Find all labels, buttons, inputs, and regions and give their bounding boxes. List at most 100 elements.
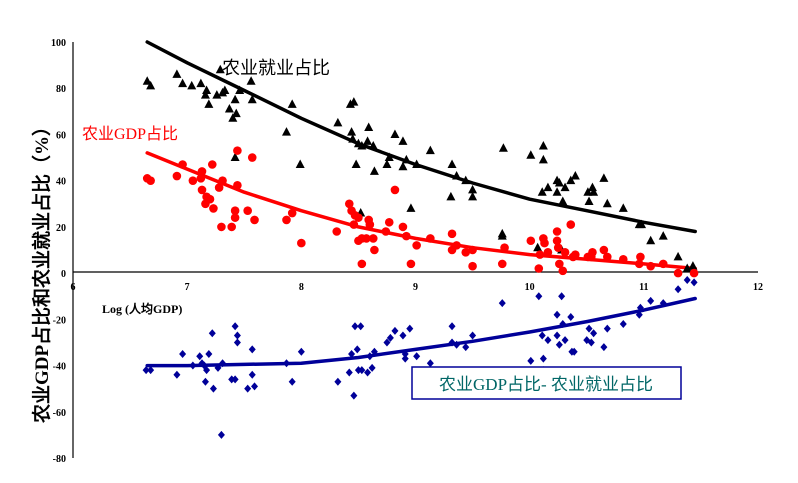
gdp-share-point	[188, 176, 198, 185]
employment-share-point	[618, 203, 628, 212]
gdp-share-point	[196, 174, 206, 183]
diff-share-point	[619, 319, 627, 328]
diff-share-point	[587, 338, 595, 347]
gdp-share-point	[402, 231, 411, 241]
gdp-share-point	[673, 268, 683, 278]
gdp-share-point	[500, 243, 509, 252]
employment-share-point	[537, 187, 547, 196]
y-tick-label: -40	[53, 362, 66, 373]
diff-share-point	[251, 382, 259, 391]
gdp-share-point	[540, 238, 549, 248]
gdp-share-point	[217, 222, 226, 232]
employment-share-point	[351, 159, 361, 168]
diff-share-point	[413, 352, 421, 361]
diff-share-point	[370, 347, 378, 356]
employment-share-point	[646, 235, 656, 245]
diff-share-point	[555, 340, 563, 349]
gdp-share-point	[468, 261, 477, 271]
diff-share-point	[659, 299, 667, 308]
diff-share-point	[348, 350, 356, 358]
y-tick-label: 0	[61, 269, 66, 280]
gdp-share-point	[384, 217, 394, 227]
diff-share-point	[647, 296, 655, 305]
employment-share-point	[538, 141, 548, 150]
gdp-share-point	[658, 259, 668, 269]
gdp-share-point	[332, 227, 342, 236]
diff-share-point	[209, 384, 217, 393]
diff-share-point	[334, 377, 342, 386]
diff-share-point	[600, 343, 608, 352]
employment-share-point	[398, 161, 408, 171]
employment-share-point	[461, 175, 471, 185]
diff-share-point	[462, 343, 470, 352]
employment-share-point	[599, 173, 609, 182]
employment-share-point	[231, 108, 241, 118]
diff-share-point	[244, 384, 252, 393]
employment-share-point	[558, 196, 568, 205]
employment-share-point	[204, 99, 214, 108]
gdp-share-point	[406, 259, 416, 269]
x-tick-label: 9	[413, 282, 418, 293]
diff-share-point	[590, 329, 598, 338]
employment-share-point	[382, 159, 392, 168]
diff-share-point	[353, 345, 361, 354]
diff-share-point	[570, 347, 578, 356]
diff-share-point	[208, 329, 216, 338]
gdp-share-point	[230, 213, 240, 222]
employment-share-point	[658, 231, 668, 240]
employment-share-point	[554, 177, 564, 187]
diff-share-point	[358, 366, 366, 375]
diff-share-point	[558, 292, 566, 301]
gdp-share-point	[634, 259, 644, 269]
gdp-share-point	[357, 259, 367, 269]
employment-share-point	[228, 113, 238, 122]
employment-share-point	[468, 191, 478, 201]
employment-share-point	[538, 154, 548, 164]
diff-share-point	[345, 368, 353, 377]
gdp-share-point	[178, 160, 187, 169]
employment-share-point	[412, 159, 422, 168]
gdp-share-point	[535, 250, 545, 259]
diff-label-box	[411, 366, 682, 400]
gdp-share-point	[390, 185, 400, 195]
diff-share-point	[231, 322, 239, 331]
employment-share-point	[200, 90, 210, 99]
employment-share-point	[363, 136, 373, 145]
gdp-share-point	[247, 153, 257, 162]
x-tick-label: 8	[299, 282, 304, 293]
diff-share-point	[585, 324, 593, 333]
gdp-share-point	[233, 146, 242, 155]
employment-share-point	[247, 94, 257, 104]
employment-share-point	[235, 85, 245, 95]
employment-share-point	[348, 134, 358, 143]
diff-share-point	[233, 338, 241, 347]
diff-share-point	[297, 347, 305, 356]
diff-share-point	[368, 363, 376, 372]
employment-share-point	[212, 90, 222, 99]
gdp-share-point	[468, 245, 477, 255]
employment-share-point	[349, 97, 359, 106]
employment-share-point	[224, 104, 234, 113]
diff-share-point	[201, 377, 209, 386]
gdp-share-point	[362, 234, 371, 243]
gdp-share-point	[197, 167, 207, 176]
employment-share-point	[215, 64, 225, 74]
diff-share-point	[288, 377, 296, 386]
employment-share-point	[196, 78, 206, 88]
x-axis-title: Log (人均GDP)	[102, 301, 182, 316]
employment-share-point	[281, 127, 291, 136]
employment-share-point	[452, 171, 462, 180]
diff-share-point	[674, 285, 682, 294]
diff-share-point	[559, 319, 567, 328]
employment-share-point	[688, 261, 698, 270]
gdp-share-point	[344, 199, 354, 209]
employment-share-point	[368, 141, 378, 150]
employment-share-point	[146, 80, 156, 90]
employment-share-point	[602, 198, 612, 208]
x-tick-label: 10	[525, 282, 535, 293]
diff-share-point	[142, 366, 150, 375]
gdp-share-point	[381, 227, 391, 236]
x-tick-label: 7	[185, 282, 190, 293]
diff-share-point	[399, 331, 407, 340]
